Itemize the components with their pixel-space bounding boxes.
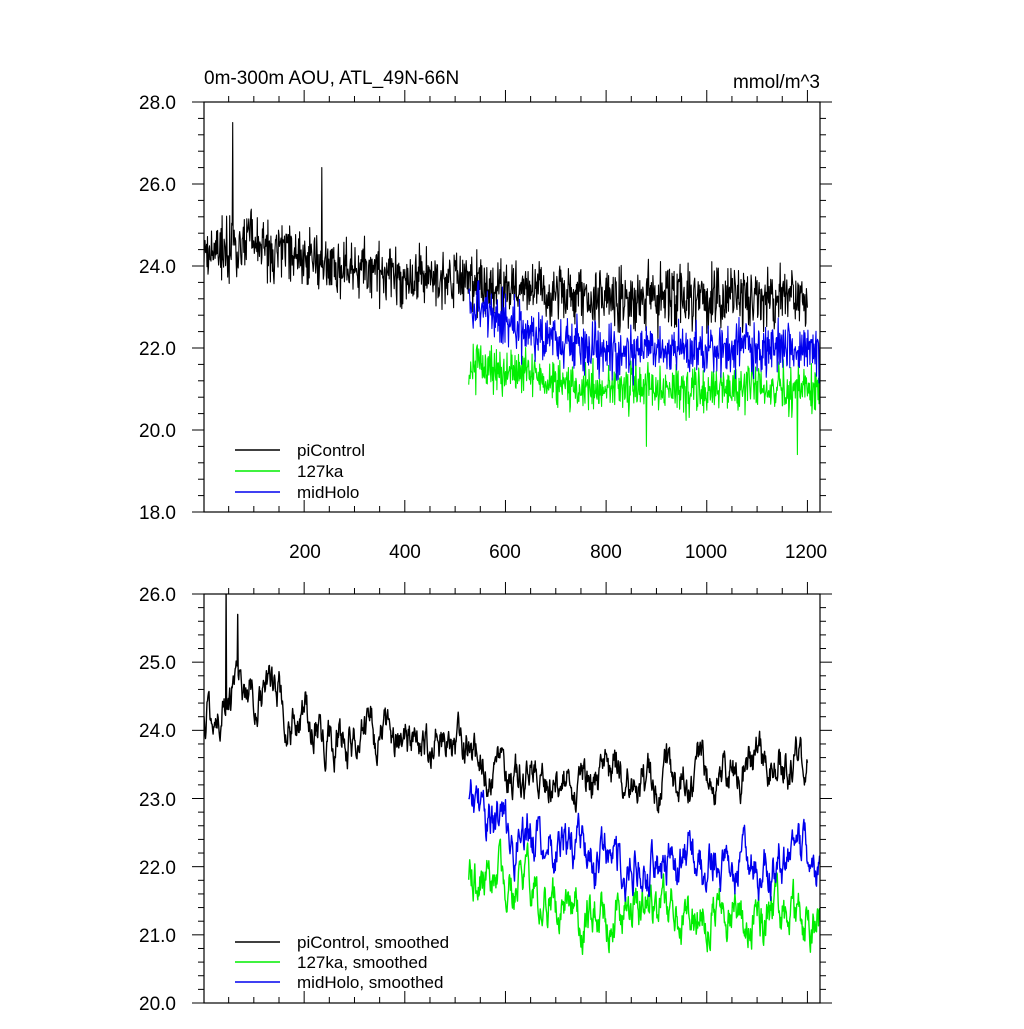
top-ytick-label-22: 22.0 [139, 339, 176, 360]
series-line-127ka-smoothed [468, 838, 820, 955]
top-ytick-label-26: 26.0 [139, 175, 176, 196]
top-xtick-label-600: 600 [489, 542, 521, 563]
series-line-127ka [468, 343, 820, 456]
top-xtick-label-1200: 1200 [785, 542, 827, 563]
bot-ytick-label-24: 24.0 [139, 721, 176, 742]
top-x-tick-labels: 200 400 600 800 1000 1200 [289, 542, 827, 563]
chart-title: 0m-300m AOU, ATL_49N-66N [204, 68, 459, 89]
top-ytick-label-20: 20.0 [139, 421, 176, 442]
top-xtick-label-400: 400 [389, 542, 421, 563]
top-plot-frame [203, 101, 821, 513]
bot-ytick-label-22: 22.0 [139, 858, 176, 879]
legend-label-127ka: 127ka [297, 462, 344, 481]
top-y-tick-labels: 18.0 20.0 22.0 24.0 26.0 28.0 [139, 93, 176, 524]
legend-label-127ka-smoothed: 127ka, smoothed [297, 953, 427, 972]
top-ytick-label-18: 18.0 [139, 503, 176, 524]
legend-label-midholo: midHolo [297, 483, 359, 502]
top-xtick-label-800: 800 [590, 542, 622, 563]
series-line-picontrol [204, 121, 808, 341]
bottom-panel: 20.0 21.0 22.0 23.0 24.0 25.0 26.0 piCon… [139, 582, 832, 1015]
bottom-y-tick-labels: 20.0 21.0 22.0 23.0 24.0 25.0 26.0 [139, 585, 176, 1015]
series-line-midholo-smoothed [468, 779, 820, 902]
top-legend: piControl 127ka midHolo [235, 441, 365, 502]
series-line-picontrol-smoothed [204, 594, 809, 814]
bot-ytick-label-26: 26.0 [139, 585, 176, 606]
bottom-plot-lines [204, 594, 820, 955]
top-ytick-label-28: 28.0 [139, 93, 176, 114]
units-label: mmol/m^3 [733, 72, 820, 93]
bottom-legend: piControl, smoothed 127ka, smoothed midH… [235, 933, 449, 992]
bot-ytick-label-25: 25.0 [139, 653, 176, 674]
bot-ytick-label-23: 23.0 [139, 790, 176, 811]
legend-label-picontrol: piControl [297, 441, 365, 460]
top-xtick-label-1000: 1000 [685, 542, 727, 563]
top-ytick-label-24: 24.0 [139, 257, 176, 278]
legend-label-midholo-smoothed: midHolo, smoothed [297, 973, 443, 992]
bottom-axis-ticks [192, 582, 832, 1004]
top-xtick-label-200: 200 [289, 542, 321, 563]
top-axis-ticks [192, 90, 832, 513]
top-plot-lines [204, 121, 820, 456]
legend-label-picontrol-smoothed: piControl, smoothed [297, 933, 449, 952]
series-line-midholo [468, 279, 820, 386]
bot-ytick-label-20: 20.0 [139, 994, 176, 1015]
top-panel: 0m-300m AOU, ATL_49N-66N mmol/m^3 18.0 2… [139, 68, 832, 563]
bot-ytick-label-21: 21.0 [139, 926, 176, 947]
